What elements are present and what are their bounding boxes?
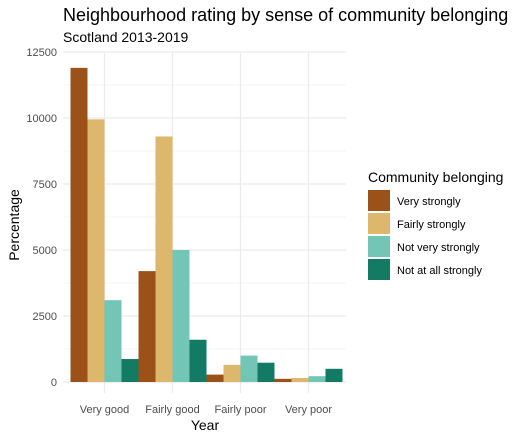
bar (70, 67, 88, 382)
legend-swatch (368, 190, 390, 211)
y-tick-label: 7500 (33, 179, 57, 191)
y-tick-label: 5000 (33, 245, 57, 257)
legend-title: Community belonging (368, 169, 503, 185)
bar (172, 250, 190, 382)
legend-label: Fairly strongly (397, 219, 466, 231)
y-axis-title: Percentage (6, 189, 22, 261)
legend-swatch (368, 236, 390, 257)
x-tick-label: Very poor (285, 404, 332, 416)
x-tick-label: Fairly poor (215, 404, 267, 416)
x-axis-ticks: Very good Fairly good Fairly poor Very poor (80, 404, 333, 416)
legend-swatch (368, 259, 390, 280)
y-tick-label: 0 (51, 377, 57, 389)
legend-label: Not at all strongly (397, 265, 482, 277)
bar (274, 378, 292, 382)
y-tick-label: 10000 (26, 113, 57, 125)
legend: Community belonging Very strongly Fairly … (368, 169, 503, 280)
x-tick-label: Very good (80, 404, 130, 416)
bar (138, 271, 156, 382)
bar (308, 376, 326, 382)
bar (104, 300, 122, 382)
y-tick-label: 12500 (26, 47, 57, 59)
bar (223, 364, 241, 382)
chart-subtitle: Scotland 2013-2019 (63, 29, 189, 45)
chart-title: Neighbourhood rating by sense of communi… (63, 5, 508, 25)
bar (121, 359, 139, 382)
x-axis-title: Year (191, 417, 220, 433)
bar (257, 362, 275, 382)
y-tick-label: 2500 (33, 311, 57, 323)
bar (206, 374, 224, 382)
bar (189, 339, 207, 382)
legend-label: Very strongly (397, 196, 461, 208)
y-axis-ticks: 0 2500 5000 7500 10000 12500 (26, 47, 57, 389)
legend-label: Not very strongly (397, 242, 480, 254)
x-tick-label: Fairly good (145, 404, 199, 416)
bar (155, 136, 173, 382)
legend-swatch (368, 213, 390, 234)
bar (291, 378, 309, 382)
bar (87, 119, 105, 382)
bar (240, 355, 258, 382)
bars (70, 67, 343, 382)
bar (325, 368, 343, 382)
